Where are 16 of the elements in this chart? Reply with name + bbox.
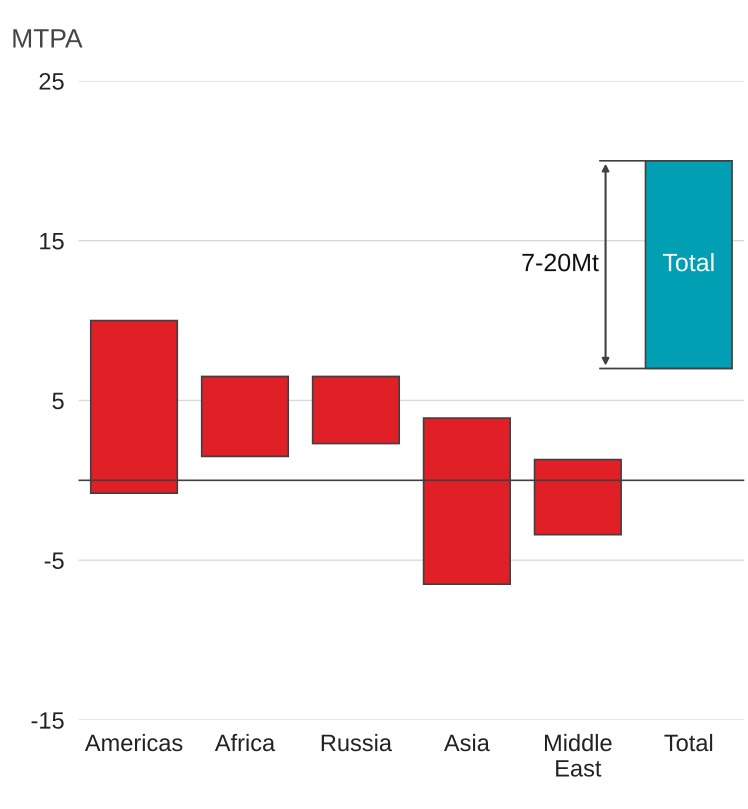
x-tick-label: Russia	[322, 734, 392, 752]
x-tick-label: Africa	[214, 734, 276, 752]
x-tick-label: Total	[664, 734, 712, 752]
annotation: Total	[662, 252, 714, 272]
bar	[200, 376, 290, 458]
y-tick-label: 15	[40, 232, 64, 250]
x-tick-label: Middle East	[544, 734, 612, 777]
annotation: 7-20Mt	[522, 254, 599, 272]
y-tick-label: -15	[32, 712, 64, 729]
y-axis-title: MTPA	[13, 29, 83, 48]
bar	[312, 376, 400, 444]
y-tick-label: -5	[44, 552, 64, 570]
x-tick-label: Asia	[444, 734, 490, 752]
y-tick-label: 5	[52, 392, 64, 410]
y-tick-label: 25	[40, 72, 64, 90]
x-tick-label: Americas	[84, 734, 182, 752]
